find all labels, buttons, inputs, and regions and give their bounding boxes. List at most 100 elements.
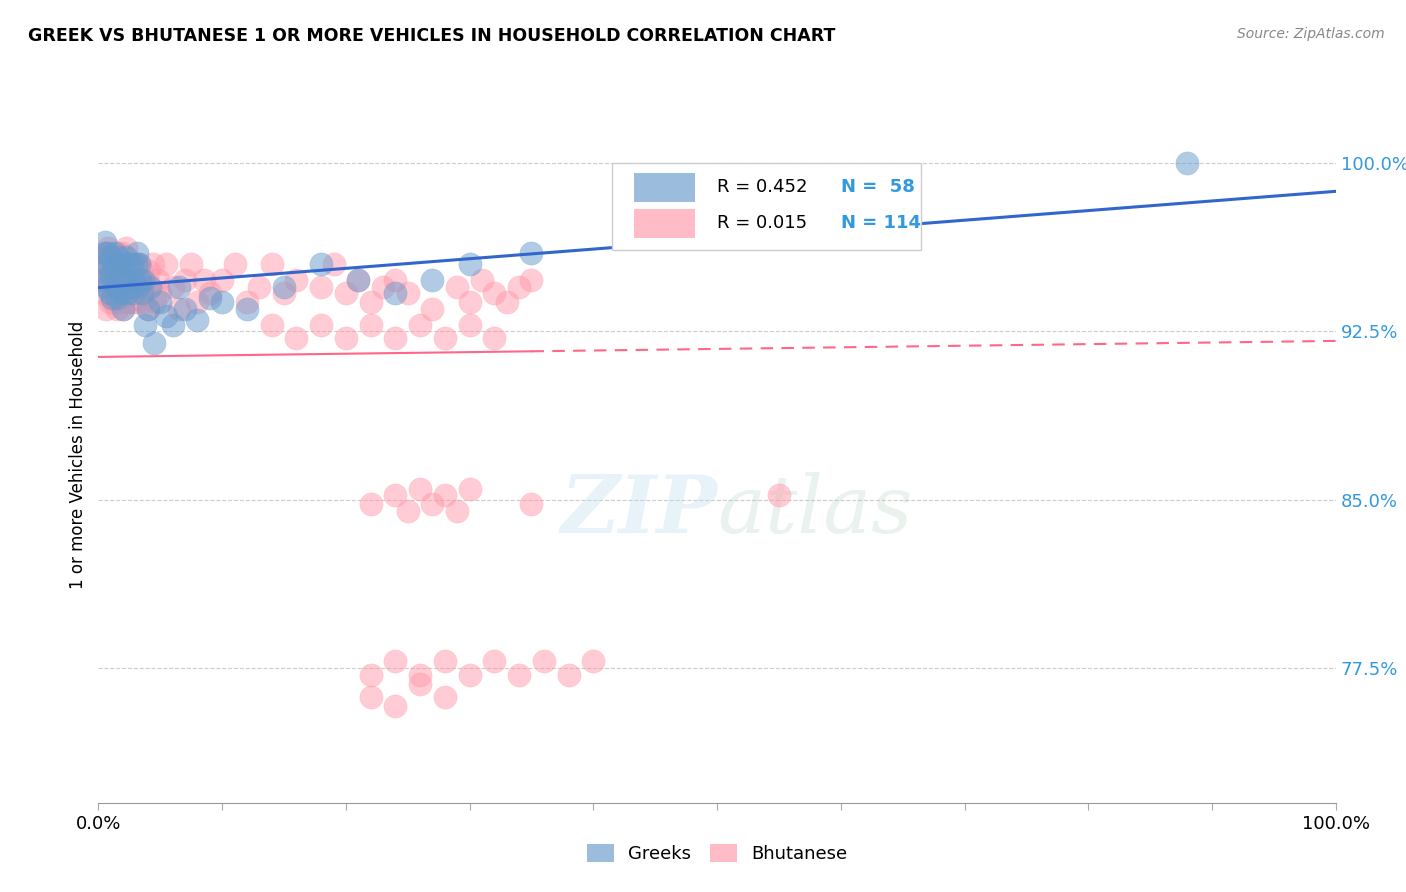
Point xyxy=(260,318,283,332)
Point xyxy=(103,246,125,260)
Point xyxy=(335,331,357,345)
Point xyxy=(107,251,129,265)
Point xyxy=(124,257,146,271)
Point xyxy=(384,286,406,301)
Point xyxy=(129,279,152,293)
Point xyxy=(105,257,128,271)
Point xyxy=(115,286,138,301)
Point xyxy=(91,257,114,271)
Point xyxy=(124,264,146,278)
Point xyxy=(110,264,132,278)
Point xyxy=(117,279,139,293)
Point xyxy=(360,497,382,511)
Point xyxy=(98,251,121,265)
Point xyxy=(384,488,406,502)
Point xyxy=(91,273,114,287)
Point xyxy=(371,279,394,293)
Point xyxy=(127,279,149,293)
Point xyxy=(211,273,233,287)
Point xyxy=(93,246,115,260)
Point xyxy=(422,497,444,511)
Point xyxy=(136,301,159,316)
Point xyxy=(107,273,129,287)
FancyBboxPatch shape xyxy=(634,173,695,202)
Point xyxy=(273,286,295,301)
Point xyxy=(433,331,456,345)
Point xyxy=(236,295,259,310)
Point xyxy=(309,279,332,293)
Point xyxy=(94,301,117,316)
Point xyxy=(162,279,184,293)
Point xyxy=(309,257,332,271)
Text: N = 114: N = 114 xyxy=(841,214,921,233)
Point xyxy=(124,273,146,287)
Point xyxy=(143,295,166,310)
Point xyxy=(132,295,155,310)
Point xyxy=(193,273,215,287)
Point xyxy=(360,318,382,332)
Point xyxy=(100,264,122,278)
Point xyxy=(433,488,456,502)
Text: atlas: atlas xyxy=(717,472,912,549)
Point xyxy=(98,286,121,301)
Point xyxy=(236,301,259,316)
Point xyxy=(105,301,128,316)
Point xyxy=(174,273,197,287)
Point xyxy=(103,273,125,287)
Point xyxy=(107,246,129,260)
Point xyxy=(112,273,135,287)
Point xyxy=(384,331,406,345)
Point xyxy=(309,318,332,332)
Point xyxy=(384,654,406,668)
Point xyxy=(120,279,142,293)
Point xyxy=(384,699,406,714)
Point xyxy=(167,301,190,316)
Text: GREEK VS BHUTANESE 1 OR MORE VEHICLES IN HOUSEHOLD CORRELATION CHART: GREEK VS BHUTANESE 1 OR MORE VEHICLES IN… xyxy=(28,27,835,45)
Point xyxy=(433,690,456,705)
Point xyxy=(484,286,506,301)
Point xyxy=(495,295,517,310)
Point xyxy=(396,286,419,301)
Point xyxy=(520,246,543,260)
Point xyxy=(108,273,131,287)
Point xyxy=(131,286,153,301)
Point xyxy=(446,279,468,293)
Point xyxy=(114,251,136,265)
Point xyxy=(104,286,127,301)
Point xyxy=(174,301,197,316)
Point xyxy=(125,246,148,260)
Point xyxy=(110,279,132,293)
Point xyxy=(458,318,481,332)
Text: R = 0.015: R = 0.015 xyxy=(717,214,807,233)
Point xyxy=(134,318,156,332)
Point xyxy=(131,264,153,278)
Point xyxy=(117,273,139,287)
Point xyxy=(143,335,166,350)
Point xyxy=(121,257,143,271)
Point xyxy=(347,273,370,287)
Point xyxy=(508,279,530,293)
Point xyxy=(155,309,177,323)
Point xyxy=(96,257,118,271)
Point xyxy=(360,295,382,310)
Point xyxy=(112,301,135,316)
Point xyxy=(100,268,122,283)
Point xyxy=(93,264,115,278)
Point xyxy=(360,690,382,705)
Point xyxy=(111,257,134,271)
Point xyxy=(149,286,172,301)
Legend: Greeks, Bhutanese: Greeks, Bhutanese xyxy=(579,837,855,871)
Point xyxy=(211,295,233,310)
Point xyxy=(122,257,145,271)
Point xyxy=(128,257,150,271)
Point xyxy=(162,318,184,332)
Point xyxy=(97,279,120,293)
Point xyxy=(557,668,579,682)
Point xyxy=(125,295,148,310)
Point xyxy=(155,257,177,271)
Point xyxy=(108,295,131,310)
Point xyxy=(142,257,165,271)
Point xyxy=(93,286,115,301)
Point xyxy=(128,257,150,271)
Text: N =  58: N = 58 xyxy=(841,178,915,196)
